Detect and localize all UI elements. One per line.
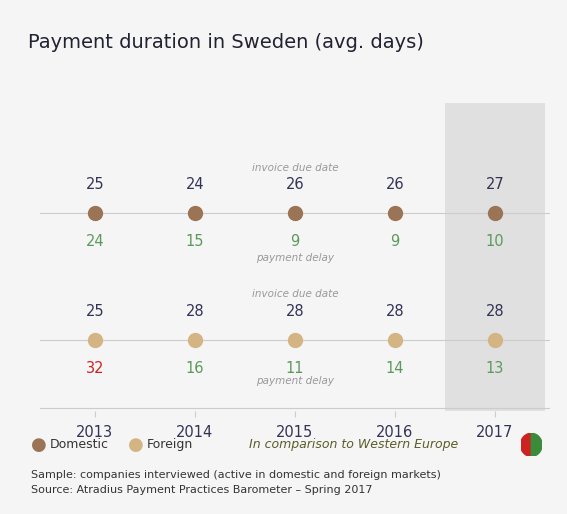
Polygon shape (521, 433, 531, 456)
Text: Domestic: Domestic (50, 438, 109, 451)
Text: 25: 25 (86, 177, 104, 192)
Text: 14: 14 (386, 360, 404, 376)
FancyBboxPatch shape (445, 103, 545, 411)
Text: 26: 26 (286, 177, 304, 192)
Text: Foreign: Foreign (146, 438, 193, 451)
Text: payment delay: payment delay (256, 253, 334, 263)
Text: 16: 16 (185, 360, 204, 376)
Text: In comparison to Western Europe: In comparison to Western Europe (249, 438, 459, 451)
Text: 28: 28 (286, 304, 304, 319)
Text: invoice due date: invoice due date (252, 163, 338, 173)
Text: 28: 28 (486, 304, 504, 319)
Text: 9: 9 (290, 234, 299, 249)
Text: 28: 28 (185, 304, 204, 319)
Text: Payment duration in Sweden (avg. days): Payment duration in Sweden (avg. days) (28, 33, 424, 52)
Text: 27: 27 (485, 177, 504, 192)
Text: invoice due date: invoice due date (252, 289, 338, 300)
Text: 11: 11 (286, 360, 304, 376)
Text: 10: 10 (486, 234, 504, 249)
Polygon shape (531, 433, 542, 456)
Text: 25: 25 (86, 304, 104, 319)
Text: 32: 32 (86, 360, 104, 376)
Text: 9: 9 (390, 234, 400, 249)
Text: 26: 26 (386, 177, 404, 192)
Text: 15: 15 (185, 234, 204, 249)
Text: 24: 24 (185, 177, 204, 192)
Text: 13: 13 (486, 360, 504, 376)
Text: ●: ● (31, 435, 47, 454)
Text: 24: 24 (86, 234, 104, 249)
Text: Sample: companies interviewed (active in domestic and foreign markets)
Source: A: Sample: companies interviewed (active in… (31, 470, 441, 495)
Text: 28: 28 (386, 304, 404, 319)
Text: payment delay: payment delay (256, 376, 334, 386)
Text: ●: ● (128, 435, 143, 454)
